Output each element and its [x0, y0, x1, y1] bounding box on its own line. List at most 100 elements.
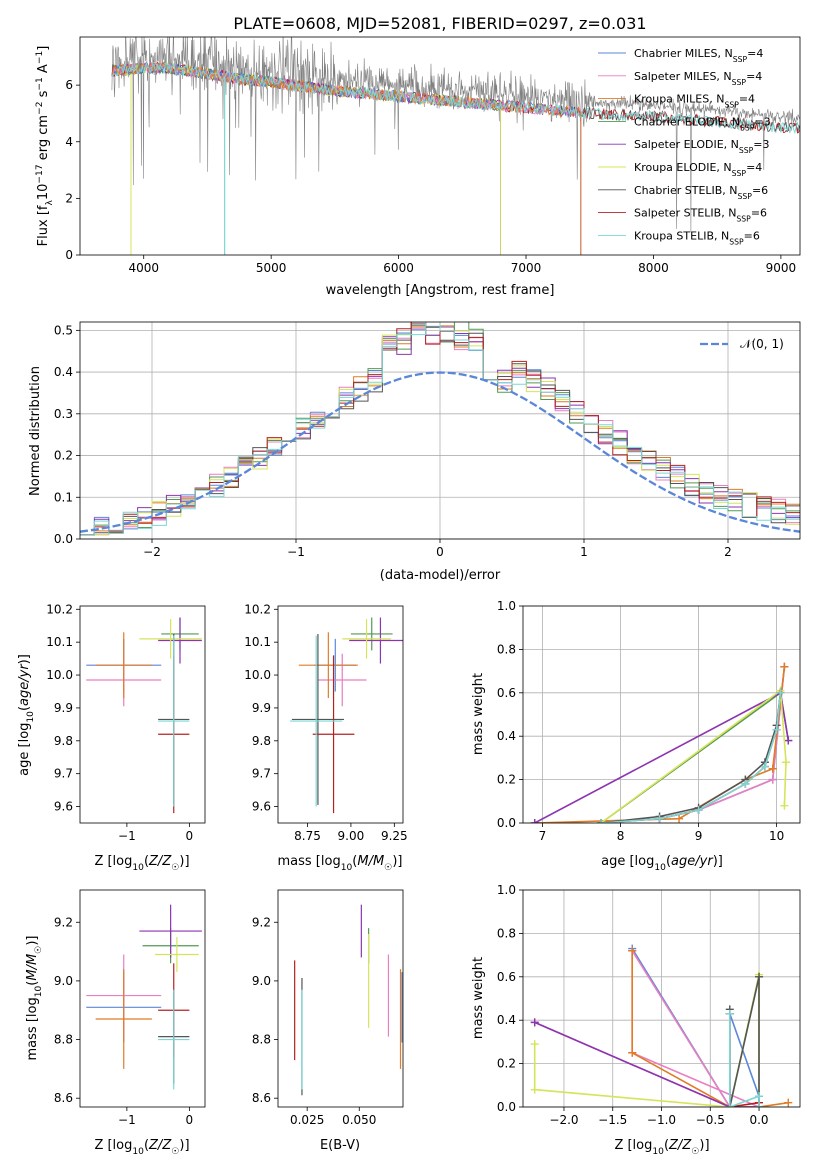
y-tick-label: 9.9 [252, 701, 271, 715]
y-tick-label: 0.2 [497, 773, 516, 787]
x-axis-label: mass [log10(M/M☉)] [278, 854, 403, 873]
legend-residuals: 𝒩(0, 1) [700, 337, 784, 351]
x-tick-label: −2 [143, 545, 161, 559]
errorbar-point [158, 617, 202, 664]
weight-marker [725, 1009, 734, 1018]
weight-line [600, 689, 787, 823]
y-axis-label: age [log10(age/yr)] [17, 654, 36, 776]
ticks: −1 0 9.6 9.7 9.8 9.9 10.0 10.1 10.2 [46, 602, 193, 843]
y-tick-label: 10.0 [46, 668, 73, 682]
legend-label: 𝒩(0, 1) [740, 337, 784, 351]
plot-layer [111, 37, 800, 255]
x-tick-label: 5000 [256, 261, 287, 275]
weight-marker [655, 814, 664, 823]
weight-marker [780, 801, 789, 810]
errorbar-point [350, 617, 393, 651]
errorbar-point [290, 635, 343, 807]
y-axis-label: mass weight [471, 957, 486, 1039]
y-tick-label: 0.4 [497, 1013, 516, 1027]
x-axis-label: Z [log10(Z/Z☉)] [94, 854, 189, 873]
legend-spectrum: Chabrier MILES, NSSP=4 Salpeter MILES, NS… [598, 47, 771, 246]
x-tick-label: −1 [287, 545, 305, 559]
plot-layer [86, 617, 202, 814]
weight-marker [780, 662, 789, 671]
axes-frame [522, 605, 801, 824]
x-axis-label: Z [log10(Z/Z☉)] [614, 1138, 709, 1157]
axes-frame [79, 321, 801, 540]
weight-marker [781, 758, 790, 767]
legend-label: Salpeter MILES, NSSP=4 [634, 70, 762, 87]
x-tick-label: −2.0 [549, 1113, 578, 1127]
y-tick-label: 9.9 [54, 701, 73, 715]
y-tick-label: 9.8 [54, 734, 73, 748]
weight-marker [628, 1048, 637, 1057]
errorbar-point [291, 633, 344, 805]
ticks: −2 −1 0 1 2 0.0 0.1 0.2 0.3 0.4 0.5 [54, 323, 732, 559]
ticks: −2.0 −1.5 −1.0 −0.5 0.0 0.0 0.2 0.4 0.6 0.8 1.0 [497, 883, 769, 1127]
ticks: 4000 5000 6000 7000 8000 9000 0 2 4 6 [65, 78, 796, 275]
y-tick-label: 9.6 [54, 800, 73, 814]
y-tick-label: 0.2 [54, 449, 73, 463]
legend-label: Kroupa MILES, NSSP=4 [634, 93, 755, 110]
axes-age-weight: 7 8 9 10 0.0 0.2 0.4 0.6 0.8 1.0 age [log10(age/yr… [471, 599, 801, 873]
y-tick-label: 9.2 [54, 915, 73, 929]
y-tick-label: 9.7 [54, 767, 73, 781]
y-tick-label: 0.4 [497, 729, 516, 743]
x-axis-label: (data-model)/error [380, 568, 501, 583]
x-tick-label: −1 [118, 829, 136, 843]
weight-line [631, 950, 789, 1107]
y-tick-label: 8.8 [54, 1033, 73, 1047]
plot-layer [86, 904, 202, 1090]
y-tick-label: 9.0 [252, 974, 271, 988]
weight-marker [675, 814, 684, 823]
weight-marker [628, 946, 637, 955]
weight-marker [530, 1018, 539, 1027]
x-tick-label: 9000 [766, 261, 797, 275]
axes-spectrum: 4000 5000 6000 7000 8000 9000 0 2 4 6 Chabrier MIL… [35, 36, 801, 298]
x-tick-label: 0.0 [749, 1113, 768, 1127]
x-tick-label: −1.0 [647, 1113, 676, 1127]
weight-marker [755, 1103, 764, 1107]
errorbar-point [349, 617, 403, 664]
y-tick-label: 8.6 [252, 1091, 271, 1105]
y-tick-label: 0.6 [497, 970, 516, 984]
axes-frame [79, 605, 206, 824]
weight-marker [530, 1085, 539, 1094]
plot-layer [530, 662, 793, 823]
spectrum-data-line [111, 37, 800, 233]
weight-marker [760, 762, 769, 771]
plot-layer [294, 904, 403, 1096]
y-tick-label: 10.2 [244, 602, 271, 616]
y-tick-label: 2 [65, 191, 73, 205]
x-tick-label: 9.00 [338, 829, 365, 843]
legend-label: Kroupa ELODIE, NSSP=4 [634, 161, 762, 178]
y-tick-label: 6 [65, 78, 73, 92]
x-tick-label: 10 [769, 829, 784, 843]
errorbar-point [155, 936, 199, 973]
x-tick-label: 6000 [383, 261, 414, 275]
errorbar-point [298, 632, 358, 699]
y-tick-label: 0.0 [497, 1100, 516, 1114]
ticks: 8.75 9.00 9.25 9.6 9.7 9.8 9.9 10.0 10.1 10.2 [244, 602, 407, 843]
y-tick-label: 0.8 [497, 926, 516, 940]
plot-area [80, 606, 205, 823]
x-tick-label: 7 [539, 829, 547, 843]
axes-Z-age: −1 0 9.6 9.7 9.8 9.9 10.0 10.1 10.2 Z [log10(Z/Z☉… [17, 602, 206, 873]
weight-marker [725, 1103, 734, 1107]
y-tick-label: 9.7 [252, 767, 271, 781]
weight-marker [694, 805, 703, 814]
x-tick-label: 0 [186, 829, 194, 843]
x-tick-label: 7000 [511, 261, 542, 275]
y-tick-label: 8.6 [54, 1091, 73, 1105]
legend-label: Chabrier STELIB, NSSP=6 [634, 184, 768, 201]
errorbar-point [139, 619, 202, 659]
axes-frame [522, 889, 801, 1108]
y-tick-label: 4 [65, 135, 73, 149]
axes-Z-mass: −1 0 8.6 8.8 9.0 9.2 Z [log10(Z/Z☉)] mass [log1… [25, 889, 206, 1157]
x-axis-label: wavelength [Angstrom, rest frame] [326, 283, 555, 298]
figure-title: PLATE=0608, MJD=52081, FIBERID=0297, z=0… [233, 14, 646, 33]
weight-marker [784, 1098, 793, 1107]
axes-frame [79, 36, 801, 256]
x-tick-label: 0 [436, 545, 444, 559]
errorbar-point [158, 635, 190, 807]
